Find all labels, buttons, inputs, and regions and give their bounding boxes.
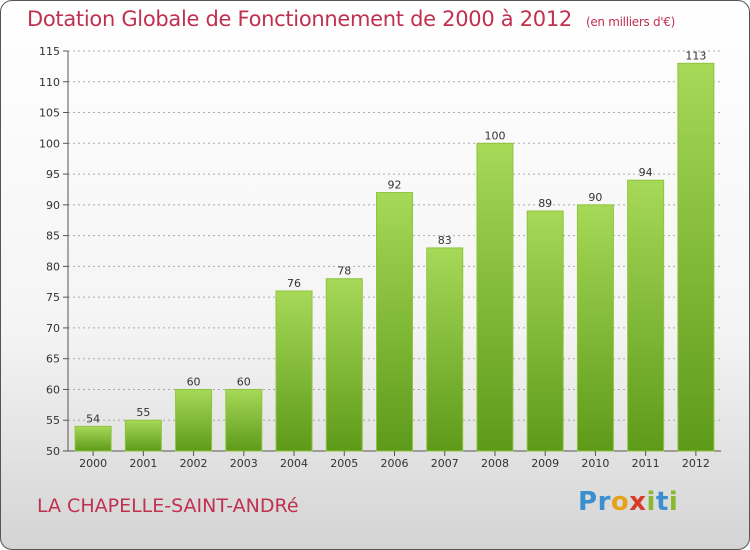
bar-value-label: 60 xyxy=(187,375,201,388)
x-tick-label: 2004 xyxy=(280,457,308,470)
x-tick-label: 2012 xyxy=(682,457,710,470)
bar-value-label: 55 xyxy=(136,406,150,419)
logo-letter: i xyxy=(668,487,679,517)
y-tick-label: 100 xyxy=(39,137,60,150)
y-tick-label: 50 xyxy=(46,445,60,458)
x-tick-label: 2011 xyxy=(632,457,660,470)
y-tick-label: 65 xyxy=(46,353,60,366)
logo-letter: o xyxy=(610,487,630,517)
bar xyxy=(476,142,514,452)
y-tick-label: 85 xyxy=(46,230,60,243)
x-tick-label: 2000 xyxy=(79,457,107,470)
bar-value-label: 60 xyxy=(237,375,251,388)
bar-value-label: 100 xyxy=(484,129,505,142)
x-tick-label: 2003 xyxy=(230,457,258,470)
x-tick-label: 2005 xyxy=(330,457,358,470)
bar xyxy=(275,290,313,452)
proxiti-logo: Proxiti xyxy=(578,487,678,517)
bar-value-label: 78 xyxy=(337,265,351,278)
bar-value-label: 92 xyxy=(388,179,402,192)
logo-letter: i xyxy=(646,487,656,517)
x-tick-label: 2002 xyxy=(180,457,208,470)
y-tick-label: 95 xyxy=(46,168,60,181)
bar xyxy=(426,247,464,452)
logo-letter: r xyxy=(597,487,611,517)
y-tick-label: 90 xyxy=(46,199,60,212)
bar xyxy=(74,425,112,452)
bar xyxy=(175,388,213,452)
bar-chart: 50 55 60 65 70 75 80 85 90 95 100 105 110 115 54 2000 55… xyxy=(39,45,721,470)
x-tick-label: 2007 xyxy=(431,457,459,470)
bar xyxy=(124,419,162,452)
bar-value-label: 54 xyxy=(86,412,100,425)
x-tick-label: 2006 xyxy=(381,457,409,470)
x-tick-label: 2009 xyxy=(531,457,559,470)
bar-value-label: 113 xyxy=(685,49,706,62)
y-tick-label: 80 xyxy=(46,260,60,273)
bar xyxy=(677,62,715,452)
y-tick-label: 105 xyxy=(39,107,60,120)
bar xyxy=(526,210,564,452)
bar xyxy=(576,204,614,452)
bar xyxy=(376,192,413,452)
x-tick-label: 2010 xyxy=(581,457,609,470)
commune-name: LA CHAPELLE-SAINT-ANDRé xyxy=(37,495,299,517)
logo-letter: P xyxy=(578,487,598,517)
bar xyxy=(627,179,665,452)
y-tick-label: 115 xyxy=(39,45,60,58)
y-tick-label: 55 xyxy=(46,414,60,427)
x-tick-label: 2008 xyxy=(481,457,509,470)
logo-letter: x xyxy=(629,487,647,517)
chart-title: Dotation Globale de Fonctionnement de 20… xyxy=(27,7,675,31)
y-tick-label: 70 xyxy=(46,322,60,335)
y-tick-label: 75 xyxy=(46,291,60,304)
chart-unit: (en milliers d'€) xyxy=(585,15,675,29)
bar-value-label: 83 xyxy=(438,234,452,247)
title-text: Dotation Globale de Fonctionnement de 20… xyxy=(27,7,572,31)
bar-value-label: 94 xyxy=(639,166,653,179)
y-tick-label: 110 xyxy=(39,76,60,89)
bar-value-label: 76 xyxy=(287,277,301,290)
x-tick-label: 2001 xyxy=(129,457,157,470)
bar-value-label: 89 xyxy=(538,197,552,210)
bar xyxy=(225,388,263,452)
bar xyxy=(325,278,363,452)
bar-value-label: 90 xyxy=(588,191,602,204)
logo-letter: t xyxy=(655,487,669,517)
y-tick-label: 60 xyxy=(46,383,60,396)
